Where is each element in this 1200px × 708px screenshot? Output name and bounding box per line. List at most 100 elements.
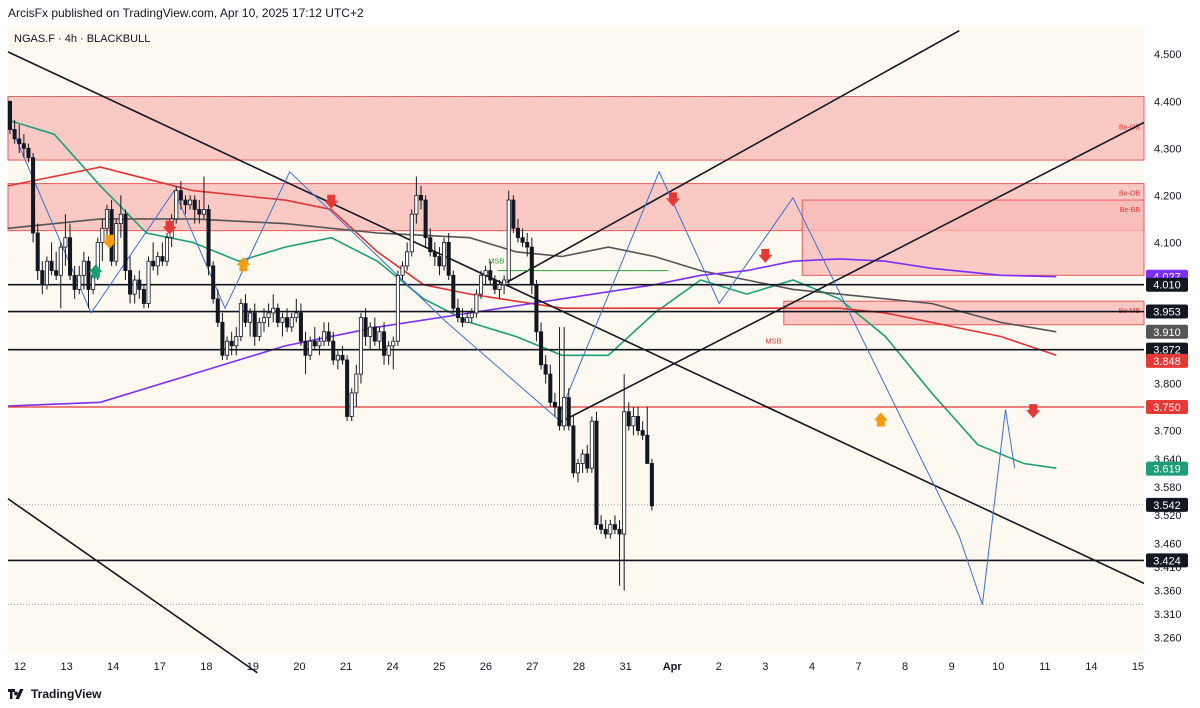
- price-tick-label: 4.100: [1154, 237, 1182, 249]
- candle-up: [188, 199, 193, 206]
- price-tick-label: 3.580: [1154, 482, 1182, 494]
- candle-up: [622, 411, 627, 535]
- candle-up: [44, 260, 49, 286]
- publisher-text: ArcisFx published on TradingView.com, Ap…: [8, 6, 364, 20]
- candle-up: [104, 209, 109, 229]
- buy-arrow-icon: [873, 412, 888, 427]
- candle-up: [562, 397, 567, 427]
- price-badge-label: 3.953: [1153, 307, 1181, 319]
- candle-down: [543, 364, 548, 375]
- trend-line: [557, 121, 1145, 425]
- sell-arrow-icon: [102, 234, 117, 249]
- price-tick-label: 3.460: [1154, 538, 1182, 550]
- candle-up: [405, 251, 410, 267]
- candle-up: [483, 270, 488, 276]
- candle-up: [164, 237, 170, 262]
- candle-down: [599, 524, 604, 530]
- candle-up: [442, 241, 447, 267]
- candle-down: [437, 256, 442, 267]
- candle-down: [571, 425, 576, 474]
- price-badge: [1146, 553, 1188, 568]
- price-badge-label: 4.010: [1153, 280, 1181, 292]
- candle-up: [479, 274, 484, 295]
- time-tick-label: 3: [762, 661, 768, 673]
- candle-down: [206, 209, 211, 267]
- price-badge-label: 3.424: [1153, 555, 1181, 567]
- candle-down: [220, 321, 225, 356]
- candle-down: [183, 199, 188, 206]
- price-badges: 4.0274.0103.9533.9103.8723.8483.7503.619…: [1146, 269, 1188, 568]
- time-tick-label: 4: [809, 661, 815, 673]
- price-badge-label: 3.848: [1153, 356, 1181, 368]
- candle-down: [363, 317, 368, 337]
- candle-down: [21, 143, 26, 149]
- candle-down: [534, 284, 539, 333]
- candle-down: [451, 274, 456, 309]
- candle-up: [575, 463, 581, 474]
- time-tick-label: 17: [154, 661, 166, 673]
- time-tick-label: 11: [1039, 661, 1050, 673]
- candle-down: [529, 246, 534, 286]
- time-tick-label: 20: [293, 661, 305, 673]
- candle-down: [640, 430, 645, 436]
- zone-label: Be-BB: [1120, 207, 1141, 214]
- candle-down: [54, 270, 59, 276]
- msb-annotation: MSB: [765, 337, 781, 346]
- candle-up: [349, 392, 354, 417]
- candle-up: [257, 321, 262, 337]
- candle-down: [626, 411, 631, 427]
- price-tick-label: 4.500: [1154, 49, 1182, 61]
- tradingview-icon: [8, 689, 24, 699]
- candle-down: [211, 265, 216, 300]
- price-tick-label: 3.260: [1154, 633, 1182, 645]
- candle-down: [418, 194, 424, 201]
- time-tick-label: 13: [60, 661, 72, 673]
- candle-down: [229, 340, 234, 347]
- time-tick-label: 12: [14, 661, 26, 673]
- candle-down: [345, 359, 350, 417]
- zone-label: Be-OB: [1119, 191, 1140, 198]
- candle-up: [386, 345, 391, 356]
- candle-down: [557, 406, 562, 427]
- candle-down: [312, 340, 317, 347]
- candle-up: [100, 227, 105, 243]
- price-badge: [1146, 353, 1188, 368]
- candle-up: [118, 213, 123, 224]
- candle-up: [132, 279, 137, 295]
- publisher-header: ArcisFx published on TradingView.com, Ap…: [0, 0, 1200, 26]
- candle-up: [631, 416, 636, 427]
- time-tick-label: 26: [480, 661, 492, 673]
- price-tick-label: 3.520: [1154, 510, 1182, 522]
- tradingview-logo[interactable]: TradingView: [8, 687, 101, 701]
- candle-down: [520, 237, 525, 243]
- candle-up: [414, 194, 419, 215]
- time-tick-label: 7: [855, 661, 861, 673]
- candle-up: [146, 260, 151, 304]
- candle-down: [594, 420, 599, 526]
- candle-down: [123, 213, 128, 272]
- candle-up: [81, 260, 86, 276]
- candle-down: [612, 524, 617, 530]
- candle-up: [280, 317, 285, 323]
- candle-down: [252, 312, 257, 337]
- trend-line: [506, 30, 960, 284]
- candle-down: [7, 100, 13, 130]
- price-tick-label: 3.700: [1154, 426, 1182, 438]
- candle-down: [539, 331, 544, 366]
- time-axis[interactable]: 12 13 14 17 18 19 20 21 24 25 26 27 28 31 Apr 2 3 4 7 8 9 10 1…: [14, 661, 1144, 673]
- sell-arrow-icon: [758, 248, 773, 263]
- candle-up: [294, 312, 299, 319]
- candle-up: [321, 331, 327, 342]
- candle-down: [68, 237, 73, 276]
- price-badge: [1146, 304, 1188, 319]
- candle-up: [63, 237, 68, 248]
- time-tick-label: 2: [716, 661, 722, 673]
- candle-down: [285, 317, 290, 328]
- candle-up: [58, 246, 63, 276]
- candle-up: [608, 524, 613, 535]
- order-block-zone: [801, 199, 1145, 276]
- time-tick-label: 14: [107, 661, 119, 673]
- time-tick-label: 27: [526, 661, 538, 673]
